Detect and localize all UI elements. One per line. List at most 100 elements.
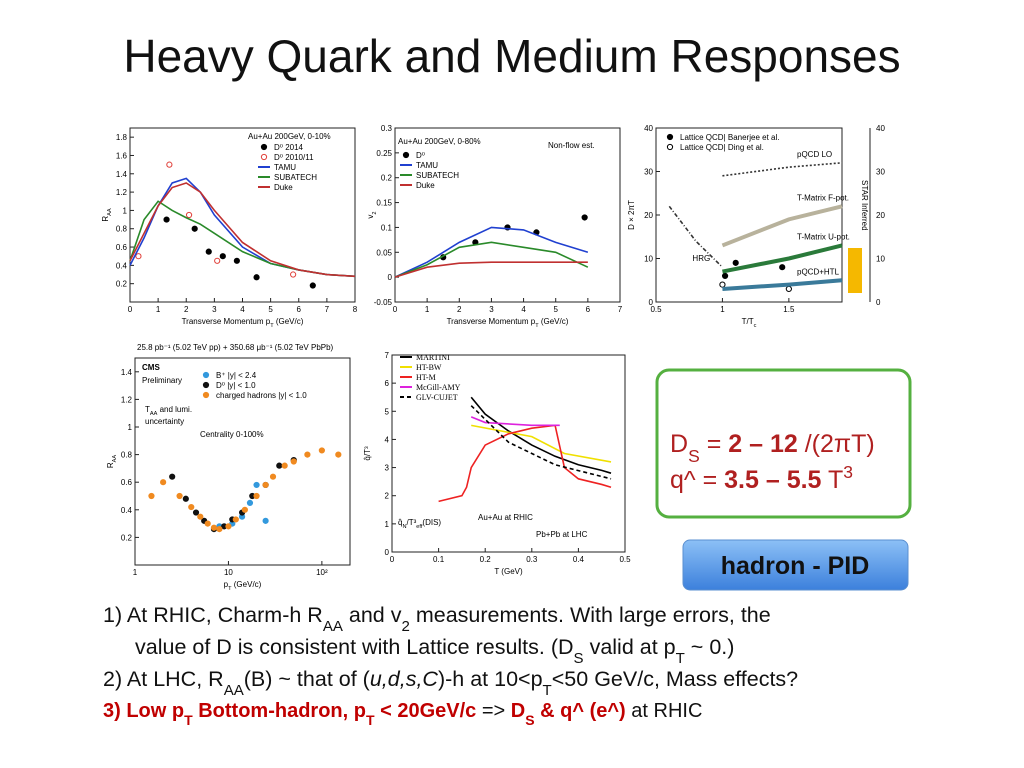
y-tick-label: 1 [123, 206, 128, 215]
legend-label: SUBATECH [274, 173, 317, 182]
pid-button-label[interactable]: hadron - PID [721, 552, 870, 580]
x-tick-label: 1.5 [783, 305, 795, 314]
y-axis-label-part: AA [107, 208, 113, 216]
annotation-part: AA [150, 411, 158, 417]
legend-label: McGill-AMY [416, 383, 461, 392]
data-point [262, 517, 269, 524]
data-point [253, 481, 260, 489]
y-tick-label: 1.2 [121, 395, 133, 404]
annotation-part: q̂ [398, 518, 403, 527]
x-axis-label: pT (GeV/c) [224, 580, 262, 592]
data-point [232, 516, 239, 523]
data-point [246, 499, 254, 506]
legend-label: D⁰ [416, 151, 425, 160]
y-tick-label: 7 [385, 351, 390, 360]
curve [470, 405, 612, 480]
x-tick-label: 1 [156, 305, 161, 314]
annotation: Non-flow est. [548, 141, 595, 150]
curve [129, 182, 356, 278]
y-tick-label: 10 [644, 255, 653, 264]
data-point [732, 259, 739, 266]
x-tick-label: 7 [325, 305, 330, 314]
plot-frame [134, 357, 351, 566]
data-point [197, 513, 204, 520]
y2-tick-label: 10 [876, 255, 885, 264]
y-tick-label: 0.3 [381, 124, 393, 133]
y-tick-label: 0 [385, 548, 390, 557]
y-axis-label: RAA [101, 208, 113, 222]
y-tick-label: 2 [385, 492, 390, 501]
plot: 0 1 2 3 4 5 6 7-0.0500.050.10.150.20.250.3Trans… [366, 124, 623, 329]
y-tick-label: 0.4 [116, 261, 128, 270]
data-point [185, 211, 193, 219]
x-tick-label: 1 [720, 305, 725, 314]
slide-title: Heavy Quark and Medium Responses [123, 30, 900, 82]
x-axis-label-part: Transverse Momentum p [447, 317, 536, 326]
annotation-part: eff [416, 524, 423, 530]
y-tick-label: 1 [385, 520, 390, 529]
annotation: Au+Au 200GeV, 0-10% [248, 132, 331, 141]
annotation: STAR Inferred [860, 180, 869, 231]
y-tick-label: 1.2 [116, 188, 128, 197]
data-point [318, 447, 325, 454]
x-tick-label: 2 [457, 305, 462, 314]
x-axis-label-part: (GeV/c) [539, 317, 569, 326]
y-tick-label: 1.8 [116, 133, 128, 142]
legend-label: TAMU [274, 163, 296, 172]
data-point [253, 274, 260, 281]
x-tick-label: 0.5 [619, 555, 631, 564]
y-tick-label: 0.25 [376, 149, 392, 158]
star-band [848, 248, 862, 293]
annotation: q̂N/T³eff(DIS) [398, 518, 441, 530]
legend-label: D⁰ 2010/11 [274, 153, 314, 162]
annotation: uncertainty [145, 417, 184, 426]
data-point [719, 281, 726, 288]
curve [394, 241, 589, 278]
y-tick-label: -0.05 [374, 298, 393, 307]
x-axis-label-part: (GeV/c) [232, 580, 262, 589]
y-tick-label: 1.4 [116, 170, 128, 179]
data-point [188, 503, 195, 511]
pid-button[interactable] [682, 539, 909, 591]
annotation: Au+Au 200GeV, 0-80% [398, 137, 481, 146]
x-tick-label: 8 [353, 305, 358, 314]
bullet-1: 1) At RHIC, Charm-h RAA and v2 measureme… [103, 603, 771, 635]
y-axis-label-part: D × 2πT [627, 200, 636, 230]
y-tick-label: 0.8 [116, 225, 128, 234]
annotation: Preliminary [142, 376, 182, 385]
x-tick-label: 7 [618, 305, 623, 314]
x-tick-label: 3 [212, 305, 217, 314]
legend-label: D⁰ |y| < 1.0 [216, 381, 256, 390]
y-tick-label: 30 [644, 168, 653, 177]
x-tick-label: 10² [316, 568, 328, 577]
data-point [581, 214, 588, 221]
annotation: Pb+Pb at LHC [536, 530, 588, 539]
annotation-part: N [402, 524, 406, 530]
x-tick-label: 0 [393, 305, 398, 314]
curve [722, 243, 843, 274]
plot-frame [394, 127, 621, 303]
x-axis-label-part: c [754, 323, 757, 329]
curve-label: HRG [692, 254, 710, 263]
y-axis-label: RAA [106, 455, 118, 469]
data-point [290, 271, 297, 278]
x-tick-label: 0 [128, 305, 133, 314]
y-axis-label-part: R [106, 462, 115, 468]
legend-swatch [260, 143, 268, 151]
y-axis-label-part: v [366, 215, 375, 219]
data-point [192, 509, 200, 516]
legend-label: HT-BW [416, 363, 442, 372]
curve [721, 204, 843, 248]
curve-label: pQCD+HTL [797, 267, 840, 276]
y-tick-label: 0 [388, 273, 393, 282]
data-point [309, 282, 316, 289]
data-point [241, 506, 248, 513]
x-axis-label-part: Transverse Momentum p [182, 317, 271, 326]
curve-label: pQCD LO [797, 150, 832, 159]
x-axis-label-part: (GeV/c) [274, 317, 304, 326]
bullet-1-cont: value of D is consistent with Lattice re… [135, 635, 734, 667]
x-tick-label: 0 [390, 555, 395, 564]
